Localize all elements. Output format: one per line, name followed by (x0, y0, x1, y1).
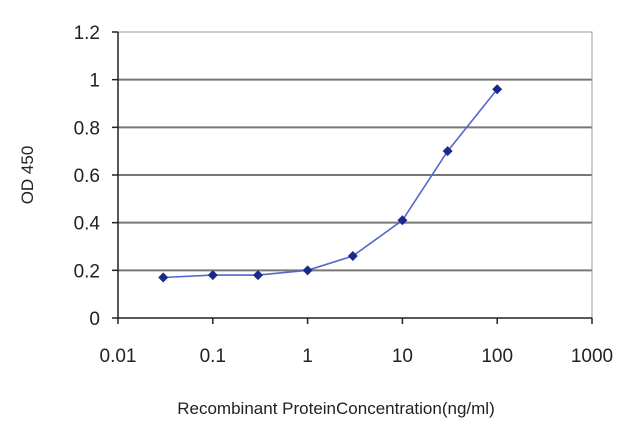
data-point-6 (442, 146, 453, 157)
y-tick-label-1: 0.2 (74, 261, 100, 282)
y-tick-label-4: 0.8 (74, 118, 100, 139)
data-point-3 (302, 265, 313, 276)
y-tick-label-5: 1 (89, 71, 100, 92)
series-line-0 (163, 88, 498, 279)
tick-labels: 0 0.2 0.4 0.6 0.8 1 1.2 0.01 0.1 1 10 100 1000 (74, 23, 614, 367)
axes (112, 31, 593, 324)
data-point-5 (397, 215, 408, 226)
data-point-2 (253, 270, 264, 281)
y-axis-title: OD 450 (18, 146, 37, 205)
x-tick-label-0: 0.01 (100, 346, 137, 367)
data-point-1 (207, 270, 218, 281)
y-tick-label-6: 1.2 (74, 23, 100, 44)
x-tick-label-2: 1 (302, 346, 313, 367)
data-point-0 (158, 272, 169, 283)
x-tick-label-3: 10 (392, 346, 413, 367)
x-tick-label-1: 0.1 (200, 346, 226, 367)
y-tick-label-0: 0 (89, 309, 100, 330)
series-layer (158, 84, 503, 283)
y-tick-label-3: 0.6 (74, 166, 100, 187)
x-axis-title: Recombinant ProteinConcentration(ng/ml) (177, 399, 495, 418)
x-tick-label-5: 1000 (571, 346, 613, 367)
y-tick-label-2: 0.4 (74, 214, 101, 235)
grid-lines (118, 78, 592, 272)
data-point-7 (492, 84, 503, 95)
data-point-4 (347, 251, 358, 262)
x-tick-label-4: 100 (481, 346, 513, 367)
